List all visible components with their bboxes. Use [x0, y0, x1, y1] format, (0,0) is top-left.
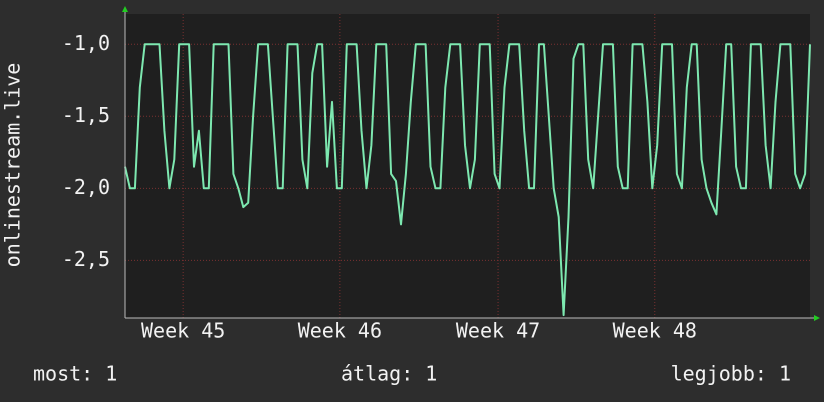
y-tick-label: -1,0 — [62, 31, 110, 55]
y-tick-label: -2,5 — [62, 247, 110, 271]
x-tick-label: Week 45 — [141, 319, 225, 343]
footer-best: legjobb: 1 — [671, 362, 791, 386]
x-tick-label: Week 48 — [613, 319, 697, 343]
y-tick-label: -1,5 — [62, 103, 110, 127]
marks — [124, 43, 811, 317]
x-axis-arrow — [814, 315, 820, 321]
footer-average: átlag: 1 — [341, 362, 437, 386]
x-tick-label: Week 46 — [298, 319, 382, 343]
y-axis-label: onlinestream.live — [1, 63, 25, 268]
y-tick-label: -2,0 — [62, 175, 110, 199]
data-line — [124, 43, 811, 317]
y-axis-arrow — [122, 6, 128, 12]
footer-current: most: 1 — [33, 362, 117, 386]
x-tick-label: Week 47 — [456, 319, 540, 343]
